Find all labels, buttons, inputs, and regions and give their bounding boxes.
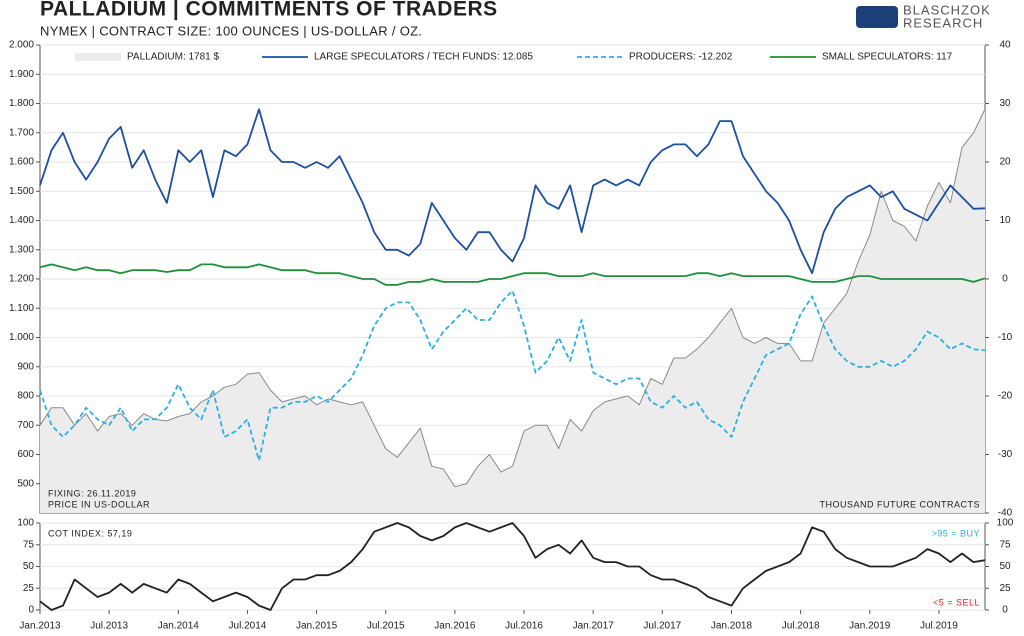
x-tick-label: Jan.2019 [849,621,891,632]
x-tick-label: Jul.2015 [367,621,405,632]
y-tick-label: 1.600 [9,157,34,168]
y2-tick-label: 0 [1002,605,1008,616]
y-tick-label: 1.300 [9,244,34,255]
annotation: FIXING: 26.11.2019 [48,488,136,498]
x-tick-label: Jan.2013 [19,621,61,632]
chart-subtitle: NYMEX | CONTRACT SIZE: 100 OUNCES | US-D… [40,23,422,38]
legend-swatch [75,53,121,61]
logo-icon [856,6,898,28]
x-tick-label: Jul.2019 [920,621,958,632]
x-tick-label: Jul.2018 [782,621,820,632]
y-tick-label: 1.200 [9,274,34,285]
y2-tick-label: 100 [997,518,1014,529]
y-tick-label: 500 [17,478,34,489]
x-tick-label: Jul.2013 [90,621,128,632]
logo-text: RESEARCH [903,15,983,30]
annotation: PRICE IN US-DOLLAR [48,499,150,509]
y2-tick-label: 40 [999,40,1011,51]
legend-label: PALLADIUM: 1781 $ [127,52,220,63]
x-tick-label: Jan.2014 [158,621,200,632]
logo-text: BLASCHZOK [903,2,991,17]
y-tick-label: 50 [23,561,35,572]
legend-label: LARGE SPECULATORS / TECH FUNDS: 12.085 [314,52,533,63]
y2-tick-label: 10 [999,215,1011,226]
legend-label: SMALL SPECULATORS: 117 [822,52,953,63]
y2-tick-label: -30 [998,449,1013,460]
chart-title: PALLADIUM | COMMITMENTS OF TRADERS [40,0,498,21]
x-tick-label: Jan.2018 [711,621,753,632]
y-tick-label: 700 [17,420,34,431]
annotation: THOUSAND FUTURE CONTRACTS [820,499,981,509]
y-tick-label: 1.400 [9,215,34,226]
x-tick-label: Jan.2017 [573,621,615,632]
y-tick-label: 1.800 [9,98,34,109]
y-tick-label: 1.700 [9,127,34,138]
y-tick-label: 1.100 [9,303,34,314]
series-line [39,108,986,488]
y-tick-label: 900 [17,361,34,372]
y2-tick-label: 30 [999,98,1011,109]
y2-tick-label: 75 [999,539,1011,550]
y2-tick-label: -40 [998,508,1013,519]
x-tick-label: Jul.2016 [505,621,543,632]
y2-tick-label: 20 [999,157,1011,168]
legend-label: PRODUCERS: -12.202 [629,52,733,63]
y2-tick-label: -20 [998,391,1013,402]
y-tick-label: 25 [23,583,35,594]
y2-tick-label: 0 [1002,274,1008,285]
y-tick-label: 100 [17,518,34,529]
series-line [39,289,986,462]
y-tick-label: 75 [23,539,35,550]
y2-tick-label: -10 [998,332,1013,343]
x-tick-label: Jan.2016 [434,621,476,632]
y-tick-label: 1.500 [9,186,34,197]
area-fill [40,109,985,513]
y-tick-label: 1.900 [9,69,34,80]
y-tick-label: 0 [28,605,34,616]
y-tick-label: 800 [17,391,34,402]
annotation: <5 = SELL [933,597,980,607]
annotation: COT INDEX: 57,19 [48,528,132,538]
x-tick-label: Jan.2015 [296,621,338,632]
y-tick-label: 1.000 [9,332,34,343]
y-tick-label: 600 [17,449,34,460]
y2-tick-label: 25 [999,583,1011,594]
series-line [39,263,986,286]
x-tick-label: Jul.2017 [643,621,681,632]
y-tick-label: 2.000 [9,40,34,51]
series-line [39,108,986,275]
logo: BLASCHZOK RESEARCH [856,2,991,30]
series-line [39,522,986,611]
x-tick-label: Jul.2014 [229,621,267,632]
y2-tick-label: 50 [999,561,1011,572]
annotation: >95 = BUY [931,528,980,538]
